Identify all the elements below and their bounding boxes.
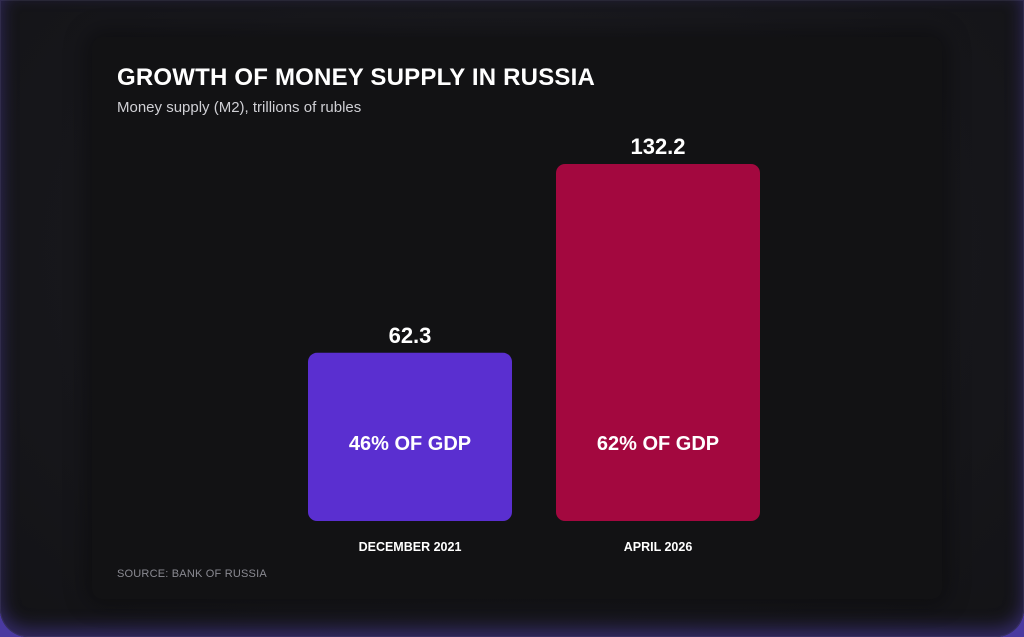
bar-chart: 62.3 46% OF GDP DECEMBER 2021 132.2 62% OF G… xyxy=(308,134,760,554)
bar-1 xyxy=(308,352,512,521)
bar-2 xyxy=(556,164,760,521)
category-label-1: DECEMBER 2021 xyxy=(359,540,462,554)
source-note: SOURCE: BANK OF RUSSIA xyxy=(117,568,267,580)
chart-title: GROWTH OF MONEY SUPPLY IN RUSSIA xyxy=(117,64,596,91)
chart-subtitle: Money supply (M2), trillions of rubles xyxy=(117,99,362,116)
chart-card: GROWTH OF MONEY SUPPLY IN RUSSIA Money s… xyxy=(92,37,942,599)
value-label-2: 132.2 xyxy=(630,134,685,159)
bar-annotation-1: 46% OF GDP xyxy=(349,433,471,455)
category-label-2: APRIL 2026 xyxy=(624,540,693,554)
value-label-1: 62.3 xyxy=(389,323,432,348)
bar-annotation-2: 62% OF GDP xyxy=(597,433,719,455)
